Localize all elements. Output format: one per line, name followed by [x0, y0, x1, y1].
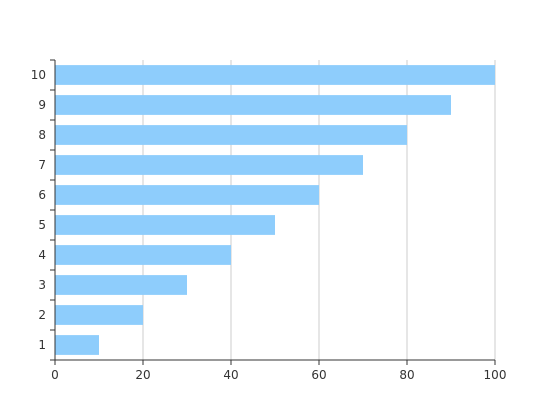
y-tick-label: 2 [38, 308, 46, 322]
y-tick-label: 6 [38, 188, 46, 202]
x-tick-label: 80 [399, 368, 414, 382]
bar-2 [55, 305, 143, 325]
bar-3 [55, 275, 187, 295]
bar-8 [55, 125, 407, 145]
y-tick-label: 10 [31, 68, 46, 82]
x-tick-label: 60 [311, 368, 326, 382]
x-axis-ticks: 0 20 40 60 80 100 [51, 360, 506, 382]
y-tick-label: 3 [38, 278, 46, 292]
bar-10 [55, 65, 495, 85]
bar-6 [55, 185, 319, 205]
bar-5 [55, 215, 275, 235]
x-tick-label: 40 [223, 368, 238, 382]
y-tick-label: 4 [38, 248, 46, 262]
x-tick-label: 100 [484, 368, 507, 382]
bar-4 [55, 245, 231, 265]
y-axis-ticks: 1 2 3 4 5 6 7 8 9 10 [31, 59, 55, 361]
x-tick-label: 0 [51, 368, 59, 382]
y-tick-label: 8 [38, 128, 46, 142]
y-tick-label: 5 [38, 218, 46, 232]
x-tick-label: 20 [135, 368, 150, 382]
bar-7 [55, 155, 363, 175]
y-tick-label: 7 [38, 158, 46, 172]
y-tick-label: 1 [38, 338, 46, 352]
bar-1 [55, 335, 99, 355]
bar-9 [55, 95, 451, 115]
bars [55, 65, 495, 355]
y-tick-label: 9 [38, 98, 46, 112]
